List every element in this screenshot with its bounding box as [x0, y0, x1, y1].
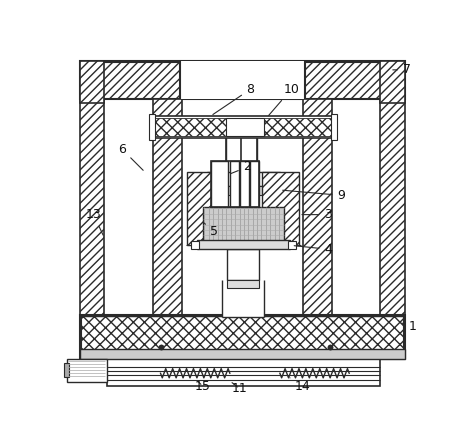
Bar [288, 241, 296, 248]
Bar [210, 161, 259, 207]
Text: 7: 7 [393, 64, 411, 76]
Bar [303, 99, 332, 315]
Bar [219, 186, 268, 195]
Bar [262, 172, 299, 246]
Bar [153, 118, 333, 136]
Bar [230, 161, 239, 207]
Bar [227, 249, 259, 280]
Bar [81, 62, 403, 97]
Bar [80, 60, 405, 99]
Text: 10: 10 [269, 82, 300, 116]
Bar [149, 114, 155, 140]
Bar [250, 161, 259, 207]
Bar [64, 363, 69, 377]
Text: 2: 2 [231, 161, 252, 174]
Bar [203, 207, 284, 242]
Bar [188, 172, 225, 246]
Bar [81, 316, 403, 358]
Bar [153, 99, 182, 315]
Text: 8: 8 [213, 82, 255, 115]
Text: 6: 6 [118, 143, 143, 170]
Bar [210, 161, 228, 207]
Bar [180, 60, 304, 99]
Bar [207, 172, 280, 186]
Bar [380, 60, 405, 322]
Text: 4: 4 [294, 243, 332, 256]
Text: 14: 14 [290, 378, 311, 393]
Bar [191, 241, 199, 248]
Bar [222, 280, 264, 317]
Bar [380, 60, 405, 103]
Bar [331, 114, 337, 140]
Bar [227, 280, 259, 288]
Bar [240, 161, 249, 207]
Bar [151, 116, 335, 138]
Text: 15: 15 [195, 380, 211, 393]
Bar [80, 60, 104, 103]
Bar [226, 118, 264, 136]
Bar [80, 349, 405, 359]
Bar [198, 240, 290, 249]
Text: 9: 9 [283, 189, 346, 202]
Text: 13: 13 [86, 208, 103, 235]
Text: 3: 3 [302, 208, 332, 221]
Text: 1: 1 [402, 320, 417, 333]
Bar [66, 359, 107, 382]
Text: 11: 11 [232, 382, 248, 395]
Bar [107, 359, 380, 386]
Bar [80, 60, 104, 322]
Bar [80, 315, 405, 359]
Text: 5: 5 [203, 223, 219, 238]
